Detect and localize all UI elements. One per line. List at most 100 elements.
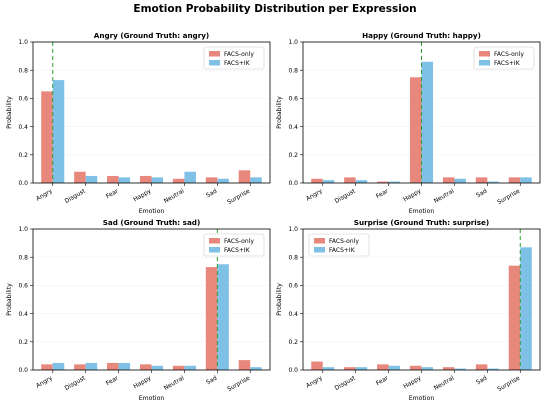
bar-facs-ik-disgust xyxy=(355,367,368,370)
y-tick-label: 1.0 xyxy=(288,226,298,233)
bar-facs-only-disgust xyxy=(344,367,356,370)
y-tick-label: 0.8 xyxy=(288,254,298,261)
x-tick-label-disgust: Disgust xyxy=(64,187,88,205)
bar-facs-only-disgust xyxy=(344,177,356,183)
bar-facs-ik-angry xyxy=(52,80,65,183)
bar-facs-ik-surprise xyxy=(250,177,262,183)
legend-swatch-facs-ik xyxy=(209,60,220,66)
bar-facs-only-fear xyxy=(107,362,119,370)
x-tick-label-neutral: Neutral xyxy=(433,375,456,392)
x-tick-label-disgust: Disgust xyxy=(334,374,358,392)
x-axis-label: Emotion xyxy=(409,395,435,402)
x-tick-label-surprise: Surprise xyxy=(496,375,521,394)
legend-label-facs-only: FACS-only xyxy=(494,51,524,58)
x-tick-label-happy: Happy xyxy=(132,187,153,203)
bar-facs-ik-sad xyxy=(487,181,499,183)
bar-facs-ik-sad xyxy=(487,368,499,370)
legend-label-facs-only: FACS-only xyxy=(224,238,254,245)
x-axis-label: Emotion xyxy=(139,208,165,215)
legend: FACS-only FACS+IK xyxy=(203,233,265,257)
bar-facs-only-angry xyxy=(41,364,53,370)
bar-facs-only-angry xyxy=(311,178,323,183)
bar-facs-ik-surprise xyxy=(520,247,532,370)
subplot-happy: 0.0 0.2 0.4 0.6 0.8 1.0 Angry Disgust Fear Happy N… xyxy=(276,31,541,215)
legend-label-facs-ik: FACS+IK xyxy=(329,247,356,254)
x-tick-label-happy: Happy xyxy=(402,187,423,203)
bar-facs-ik-happy xyxy=(421,367,434,370)
bar-facs-only-disgust xyxy=(74,364,86,370)
x-tick-label-sad: Sad xyxy=(205,188,218,200)
bar-facs-ik-happy xyxy=(151,177,164,183)
x-tick-label-angry: Angry xyxy=(305,374,324,389)
x-tick-label-surprise: Surprise xyxy=(496,188,521,207)
x-axis-label: Emotion xyxy=(409,208,435,215)
y-tick-label: 0.6 xyxy=(18,96,28,103)
bar-facs-only-angry xyxy=(311,361,323,370)
bar-facs-only-disgust xyxy=(74,171,86,183)
bar-facs-only-angry xyxy=(41,91,53,183)
x-tick-label-surprise: Surprise xyxy=(226,375,251,394)
y-tick-label: 0.2 xyxy=(288,152,298,159)
bar-facs-ik-happy xyxy=(151,365,164,370)
bar-facs-ik-angry xyxy=(52,362,65,370)
legend-swatch-facs-ik xyxy=(209,247,220,253)
subplot-title: Sad (Ground Truth: sad) xyxy=(103,218,200,227)
y-tick-label: 0.0 xyxy=(18,367,28,374)
y-axis-label: Probability xyxy=(6,96,13,129)
y-tick-label: 0.2 xyxy=(288,339,298,346)
y-tick-label: 0.6 xyxy=(288,283,298,290)
y-tick-label: 0.0 xyxy=(288,367,298,374)
bar-facs-only-sad xyxy=(475,364,488,370)
x-tick-label-sad: Sad xyxy=(475,188,488,200)
bar-facs-only-sad xyxy=(205,177,218,183)
bar-facs-only-surprise xyxy=(508,265,521,370)
legend: FACS-only FACS+IK xyxy=(473,46,535,70)
y-tick-label: 0.2 xyxy=(18,152,28,159)
y-tick-label: 0.6 xyxy=(288,96,298,103)
bar-facs-ik-neutral xyxy=(454,178,466,183)
bar-facs-ik-fear xyxy=(388,365,401,370)
bar-facs-only-sad xyxy=(475,177,488,183)
bar-facs-ik-sad xyxy=(217,264,229,370)
y-axis-label: Probability xyxy=(276,96,283,129)
bar-facs-ik-surprise xyxy=(520,177,532,183)
x-tick-label-fear: Fear xyxy=(105,374,120,387)
y-tick-label: 0.4 xyxy=(288,124,298,131)
bar-facs-ik-fear xyxy=(118,362,131,370)
legend-swatch-facs-only xyxy=(209,238,220,244)
x-tick-label-happy: Happy xyxy=(132,374,153,390)
bar-facs-only-neutral xyxy=(172,178,185,183)
x-tick-label-neutral: Neutral xyxy=(163,188,186,205)
bar-facs-only-neutral xyxy=(442,367,455,370)
x-tick-label-fear: Fear xyxy=(375,374,390,387)
figure-title: Emotion Probability Distribution per Exp… xyxy=(133,3,417,15)
bar-facs-ik-neutral xyxy=(454,368,466,370)
subplot-surprise: 0.0 0.2 0.4 0.6 0.8 1.0 Angry Disgust Fear Happy N… xyxy=(276,218,541,402)
bar-facs-ik-surprise xyxy=(250,367,262,370)
bar-facs-only-fear xyxy=(377,181,389,183)
y-tick-label: 0.4 xyxy=(288,311,298,318)
legend-swatch-facs-ik xyxy=(479,60,490,66)
bar-facs-only-surprise xyxy=(508,177,521,183)
bar-facs-ik-disgust xyxy=(85,175,98,183)
y-axis-label: Probability xyxy=(6,283,13,316)
bar-facs-only-fear xyxy=(377,364,389,370)
y-tick-label: 1.0 xyxy=(18,226,28,233)
legend-swatch-facs-ik xyxy=(314,247,325,253)
bar-facs-only-neutral xyxy=(442,177,455,183)
bar-facs-ik-happy xyxy=(421,61,434,183)
bar-facs-ik-neutral xyxy=(184,365,196,370)
bar-facs-ik-fear xyxy=(118,177,131,183)
x-tick-label-sad: Sad xyxy=(475,375,488,387)
legend-label-facs-ik: FACS+IK xyxy=(224,247,251,254)
x-tick-label-disgust: Disgust xyxy=(64,374,88,392)
x-tick-label-disgust: Disgust xyxy=(334,187,358,205)
y-tick-label: 0.0 xyxy=(288,180,298,187)
y-tick-label: 0.8 xyxy=(18,254,28,261)
legend: FACS-only FACS+IK xyxy=(308,233,370,257)
x-tick-label-angry: Angry xyxy=(305,187,324,202)
y-tick-label: 1.0 xyxy=(288,39,298,46)
bar-facs-only-surprise xyxy=(238,170,251,183)
legend-swatch-facs-only xyxy=(209,51,220,57)
bar-facs-ik-angry xyxy=(322,367,335,370)
